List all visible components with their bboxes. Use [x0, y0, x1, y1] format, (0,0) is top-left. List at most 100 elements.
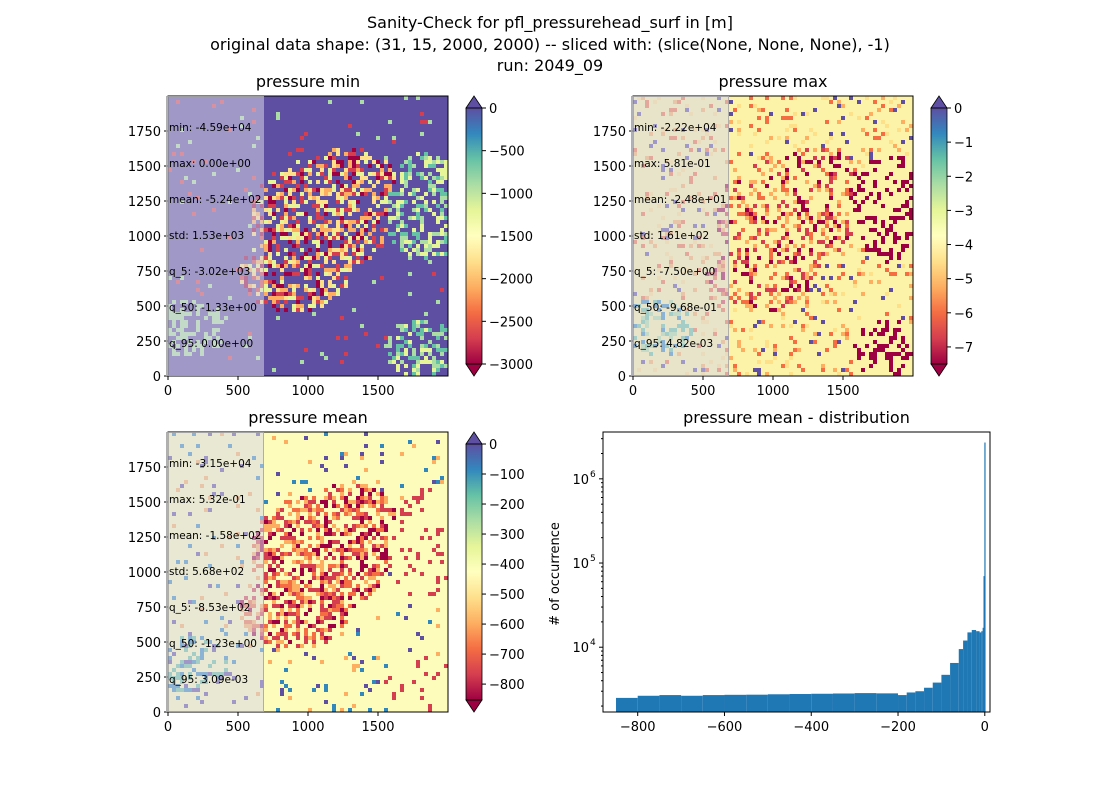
heatmap-cell	[765, 184, 769, 188]
heatmap-cell	[340, 236, 344, 240]
heatmap-cell	[841, 324, 845, 328]
heatmap-cell	[348, 512, 352, 516]
heatmap-cell	[372, 192, 376, 196]
heatmap-cell	[340, 708, 344, 712]
heatmap-cell	[408, 244, 412, 248]
heatmap-cell	[420, 360, 424, 364]
heatmap-cell	[845, 336, 849, 340]
heatmap-cell	[444, 192, 448, 196]
heatmap-cell	[340, 556, 344, 560]
heatmap-cell	[416, 232, 420, 236]
heatmap-cell	[288, 176, 292, 180]
heatmap-cell	[424, 328, 428, 332]
heatmap-cell	[785, 360, 789, 364]
histogram-bar	[659, 695, 682, 712]
heatmap-cell	[436, 244, 440, 248]
heatmap-cell	[392, 536, 396, 540]
x-tick-label: −200	[880, 720, 916, 735]
heatmap-cell	[416, 152, 420, 156]
heatmap-cell	[276, 564, 280, 568]
heatmap-cell	[264, 640, 268, 644]
heatmap-cell	[296, 228, 300, 232]
heatmap-cell	[432, 212, 436, 216]
heatmap-cell	[312, 576, 316, 580]
heatmap-cell	[805, 284, 809, 288]
heatmap-cell	[316, 252, 320, 256]
heatmap-cell	[284, 588, 288, 592]
heatmap-cell	[420, 492, 424, 496]
heatmap-cell	[288, 204, 292, 208]
heatmap-cell	[416, 212, 420, 216]
heatmap-cell	[821, 96, 825, 100]
y-tick-label: 1250	[128, 531, 161, 546]
heatmap-cell	[308, 584, 312, 588]
colorbar-tick-label: −2	[954, 170, 973, 185]
heatmap-cell	[316, 200, 320, 204]
heatmap-cell	[845, 368, 849, 372]
heatmap-cell	[877, 280, 881, 284]
heatmap-cell	[372, 200, 376, 204]
heatmap-cell	[737, 180, 741, 184]
heatmap-cell	[360, 660, 364, 664]
heatmap-cell	[340, 456, 344, 460]
heatmap-cell	[276, 604, 280, 608]
heatmap-cell	[789, 96, 793, 100]
heatmap-cell	[276, 580, 280, 584]
heatmap-cell	[388, 208, 392, 212]
heatmap-cell	[909, 212, 913, 216]
heatmap-cell	[312, 644, 316, 648]
heatmap-cell	[424, 164, 428, 168]
heatmap-cell	[280, 280, 284, 284]
heatmap-cell	[765, 344, 769, 348]
heatmap-cell	[777, 300, 781, 304]
heatmap-cell	[849, 372, 853, 376]
heatmap-cell	[292, 508, 296, 512]
heatmap-cell	[444, 364, 448, 368]
heatmap-cell	[364, 152, 368, 156]
heatmap-cell	[729, 252, 733, 256]
heatmap-cell	[288, 624, 292, 628]
heatmap-cell	[308, 568, 312, 572]
heatmap-cell	[773, 288, 777, 292]
heatmap-cell	[412, 348, 416, 352]
heatmap-cell	[348, 236, 352, 240]
heatmap-cell	[376, 172, 380, 176]
heatmap-cell	[833, 172, 837, 176]
heatmap-cell	[857, 220, 861, 224]
heatmap-cell	[280, 172, 284, 176]
heatmap-cell	[757, 368, 761, 372]
heatmap-cell	[436, 544, 440, 548]
heatmap-cell	[741, 212, 745, 216]
heatmap-cell	[320, 500, 324, 504]
heatmap-cell	[773, 196, 777, 200]
heatmap-cell	[841, 220, 845, 224]
heatmap-cell	[336, 152, 340, 156]
heatmap-cell	[829, 192, 833, 196]
heatmap-cell	[332, 708, 336, 712]
heatmap-cell	[364, 500, 368, 504]
stat-line: q_95: 3.09e-03	[169, 674, 249, 686]
heatmap-cell	[769, 292, 773, 296]
heatmap-cell	[328, 624, 332, 628]
heatmap-cell	[316, 264, 320, 268]
heatmap-cell	[364, 684, 368, 688]
heatmap-cell	[440, 328, 444, 332]
heatmap-cell	[428, 260, 432, 264]
heatmap-cell	[340, 196, 344, 200]
heatmap-cell	[332, 164, 336, 168]
heatmap-cell	[336, 572, 340, 576]
y-tick-label: 1500	[128, 160, 161, 175]
heatmap-cell	[280, 628, 284, 632]
histogram-bar	[906, 692, 916, 712]
heatmap-cell	[432, 676, 436, 680]
heatmap-cell	[396, 192, 400, 196]
heatmap-cell	[300, 528, 304, 532]
heatmap-cell	[909, 208, 913, 212]
heatmap-cell	[825, 212, 829, 216]
heatmap-cell	[332, 496, 336, 500]
heatmap-cell	[264, 528, 268, 532]
heatmap-cell	[268, 616, 272, 620]
heatmap-cell	[292, 632, 296, 636]
heatmap-cell	[837, 224, 841, 228]
heatmap-cell	[304, 184, 308, 188]
